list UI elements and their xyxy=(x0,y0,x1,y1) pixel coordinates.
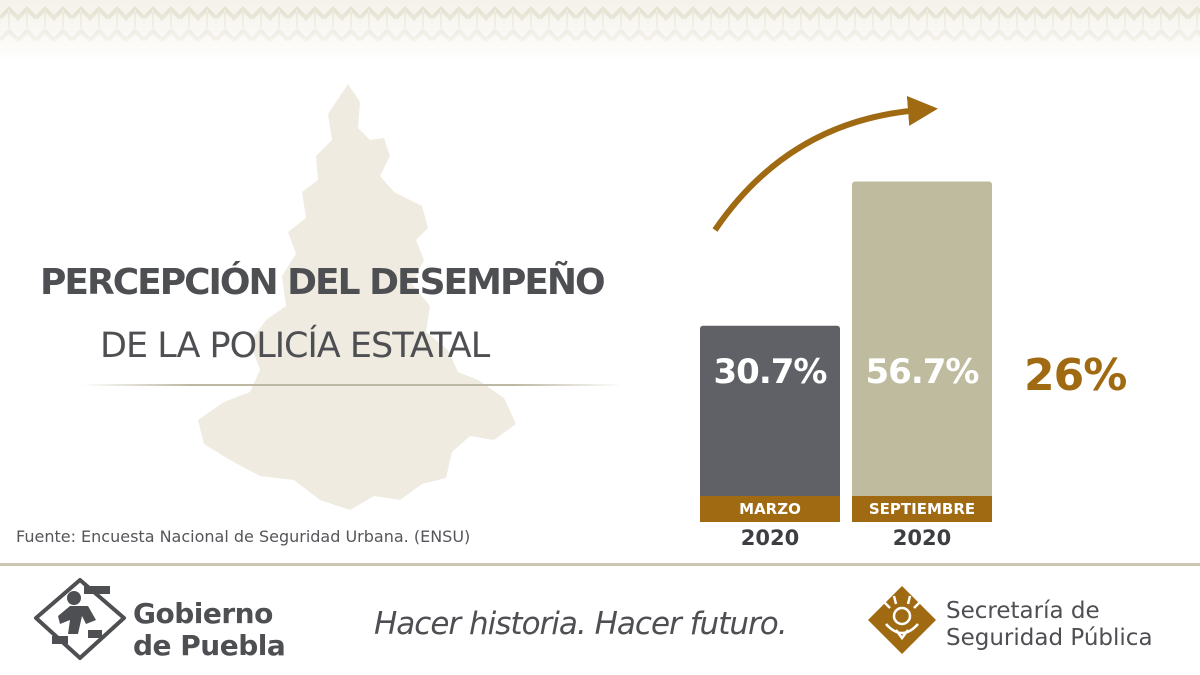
bar-year-label: 2020 xyxy=(892,526,952,550)
ssp-name-line-2: Seguridad Pública xyxy=(946,625,1153,651)
increase-arrow xyxy=(712,95,938,232)
increase-label: 26% xyxy=(1024,350,1127,401)
bar-chart: 30.7% MARZO 2020 56.7% SEPTIEMBRE 2020 xyxy=(680,80,1200,560)
gov-name-line-1: Gobierno xyxy=(133,597,273,630)
state-map-silhouette xyxy=(198,84,516,510)
bar-category-label: MARZO xyxy=(700,496,840,522)
gobierno-puebla-logo-icon xyxy=(34,578,126,660)
gov-name-line-2: de Puebla xyxy=(133,629,286,662)
ssp-emblem-icon xyxy=(868,586,936,654)
bar-value-label: 30.7% xyxy=(713,352,828,392)
ssp-name-line-1: Secretaría de xyxy=(946,598,1100,624)
top-decorative-pattern xyxy=(0,0,1200,58)
chart-svg xyxy=(700,95,992,522)
bar-marzo xyxy=(700,325,840,522)
ssp-name: Secretaría de Seguridad Pública xyxy=(946,598,1153,652)
source-note: Fuente: Encuesta Nacional de Seguridad U… xyxy=(16,527,471,546)
title-line-2: DE LA POLICÍA ESTATAL xyxy=(100,326,490,366)
bar-septiembre xyxy=(852,181,992,522)
title-line-1: PERCEPCIÓN DEL DESEMPEÑO xyxy=(40,262,606,303)
slogan: Hacer historia. Hacer futuro. xyxy=(374,606,788,642)
gobierno-puebla-name: Gobierno de Puebla xyxy=(133,597,286,662)
bar-value-label: 56.7% xyxy=(865,352,980,392)
bar-category-label: SEPTIEMBRE xyxy=(852,496,992,522)
title-divider xyxy=(82,384,622,386)
bar-year-label: 2020 xyxy=(740,526,800,550)
footer-divider xyxy=(0,563,1200,566)
